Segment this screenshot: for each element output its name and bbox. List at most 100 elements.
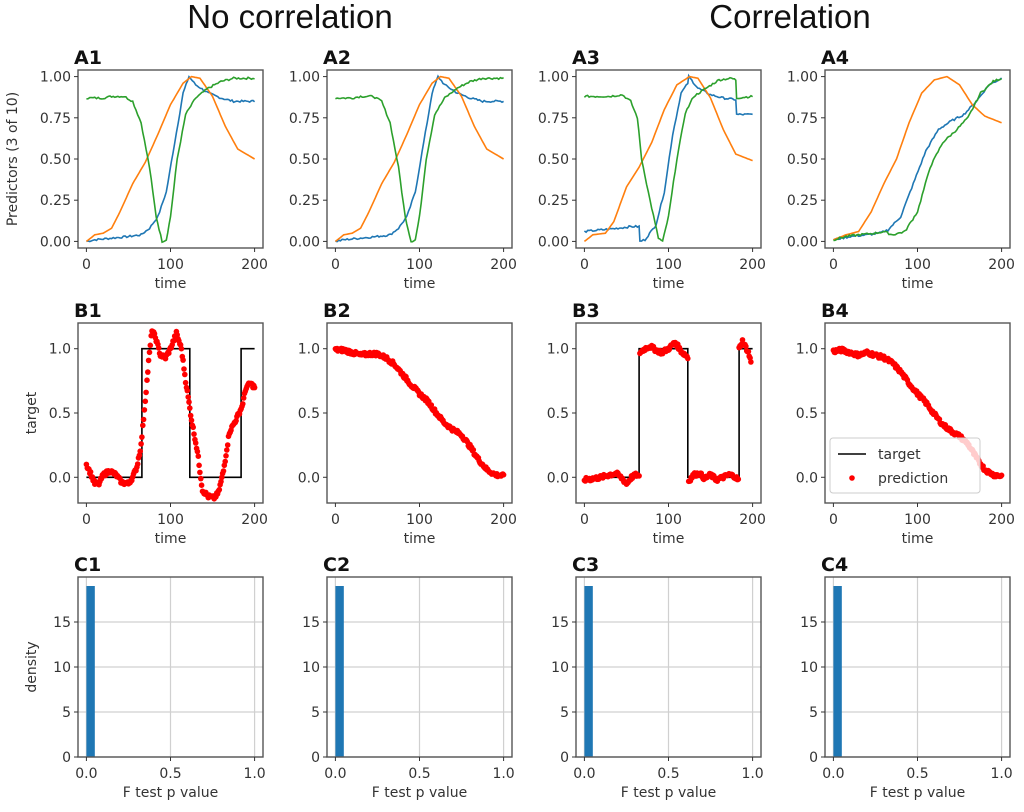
y-tick-label: 1.00 — [787, 70, 818, 86]
panel-c4: C4 0.0 0.5 1.0 0 5 10 15 F test p value — [800, 554, 1013, 801]
y-tick-label: 0.25 — [40, 193, 71, 209]
prediction-point — [240, 401, 246, 407]
panel-a2: A2 0 100 200 0.00 0.25 0.50 0.75 1.00 time — [289, 47, 517, 292]
y-tick-label: 0 — [809, 750, 818, 766]
series-line-1 — [86, 75, 256, 243]
y-tick-label: 0.25 — [289, 193, 320, 209]
prediction-point — [181, 366, 187, 372]
y-tick-label: 15 — [800, 615, 818, 631]
prediction-point — [198, 475, 204, 482]
y-tick-label: 5 — [311, 705, 320, 721]
x-axis-label: time — [155, 531, 187, 547]
x-axis-label: time — [155, 276, 187, 292]
y-tick-label: 10 — [551, 660, 569, 676]
prediction-point — [735, 476, 742, 483]
series-line-2 — [583, 75, 753, 243]
panels: A10 100 2000.000.250.500.751.00timePredict… — [5, 47, 1015, 801]
y-tick-label: 0 — [560, 750, 569, 766]
x-tick-label: 0 — [82, 257, 91, 273]
y-tick-label: 10 — [800, 660, 818, 676]
x-tick-label: 0.5 — [159, 766, 181, 782]
y-tick-label: 1.00 — [538, 70, 569, 86]
histogram-bar — [833, 586, 842, 757]
prediction-point — [636, 473, 642, 479]
panel-a1: A1 0 100 200 0.00 0.25 0.50 0.75 1.00 time Predict… — [5, 47, 268, 292]
legend-box — [829, 437, 981, 494]
x-tick-label: 0.5 — [408, 766, 430, 782]
x-axis-label: time — [404, 531, 436, 547]
prediction-point — [138, 441, 144, 447]
y-tick-label: 1.0 — [49, 342, 71, 358]
prediction-point — [739, 337, 746, 343]
x-axis-label: time — [653, 276, 685, 292]
plot-area — [86, 586, 95, 757]
x-tick-label: 1.0 — [990, 766, 1012, 782]
target-line — [584, 347, 753, 479]
plot-area — [335, 586, 344, 757]
axes-frame — [326, 69, 513, 249]
x-tick-label: 100 — [406, 257, 433, 273]
y-axis-label: Predictors (3 of 10) — [5, 92, 21, 226]
panel-b3: B3 0 100 200 0.0 0.5 1.0 time — [547, 300, 766, 547]
plot-area — [334, 74, 505, 243]
x-tick-label: 100 — [904, 512, 931, 528]
series-line-3 — [86, 76, 255, 244]
y-tick-label: 0.00 — [40, 234, 71, 250]
prediction-point — [145, 369, 151, 375]
y-tick-label: 0.50 — [538, 152, 569, 168]
y-tick-label: 0 — [311, 750, 320, 766]
prediction-point — [196, 462, 202, 469]
legend-target-label: target — [878, 447, 921, 463]
x-axis-label: F test p value — [123, 785, 218, 801]
group-title-correlation: Correlation — [709, 0, 870, 35]
prediction-point — [137, 448, 143, 455]
prediction-point — [139, 434, 145, 440]
prediction-point — [143, 389, 149, 396]
series-line-1 — [335, 74, 504, 243]
y-tick-label: 10 — [53, 660, 71, 676]
y-tick-label: 1.00 — [40, 70, 71, 86]
prediction-point — [685, 355, 691, 362]
panel-c2: C2 0.0 0.5 1.0 0 5 10 15 F test p value — [302, 554, 515, 801]
panel-label: A3 — [572, 47, 600, 69]
prediction-point — [182, 371, 188, 378]
y-tick-label: 0.25 — [787, 193, 818, 209]
panel-label: B3 — [572, 300, 600, 322]
plot-area — [584, 586, 593, 757]
y-tick-label: 0 — [62, 750, 71, 766]
x-tick-label: 200 — [988, 512, 1015, 528]
prediction-point — [743, 343, 749, 350]
y-tick-label: 0.5 — [49, 406, 71, 422]
y-tick-label: 5 — [809, 705, 818, 721]
panel-b2: B2 0 100 200 0.0 0.5 1.0 time — [298, 300, 517, 547]
x-axis-label: F test p value — [621, 785, 716, 801]
series-line-2 — [85, 75, 256, 243]
x-axis-label: time — [902, 276, 934, 292]
prediction-point — [136, 452, 143, 459]
y-tick-label: 0.5 — [796, 406, 818, 422]
prediction-point — [187, 412, 194, 419]
prediction-point — [216, 486, 223, 493]
y-tick-label: 0.50 — [289, 152, 320, 168]
histogram-bar — [335, 586, 344, 757]
prediction-point — [220, 468, 227, 474]
prediction-point — [190, 424, 196, 431]
y-tick-label: 0.75 — [538, 111, 569, 127]
prediction-point — [180, 357, 186, 363]
series-line-1 — [583, 73, 753, 242]
x-tick-label: 100 — [655, 512, 682, 528]
panel-a3: A3 0 100 200 0.00 0.25 0.50 0.75 1.00 time — [538, 47, 766, 292]
x-tick-label: 200 — [739, 257, 766, 273]
y-tick-label: 0.00 — [289, 234, 320, 250]
x-tick-label: 0.0 — [822, 766, 844, 782]
prediction-point — [198, 482, 205, 489]
panel-label: B1 — [74, 300, 102, 322]
x-tick-label: 1.0 — [741, 766, 763, 782]
x-tick-label: 0 — [82, 512, 91, 528]
histogram-bar — [584, 586, 593, 757]
prediction-point — [980, 463, 986, 469]
prediction-point — [222, 458, 228, 465]
prediction-point — [147, 342, 154, 349]
prediction-point — [233, 417, 239, 424]
x-tick-label: 100 — [406, 512, 433, 528]
